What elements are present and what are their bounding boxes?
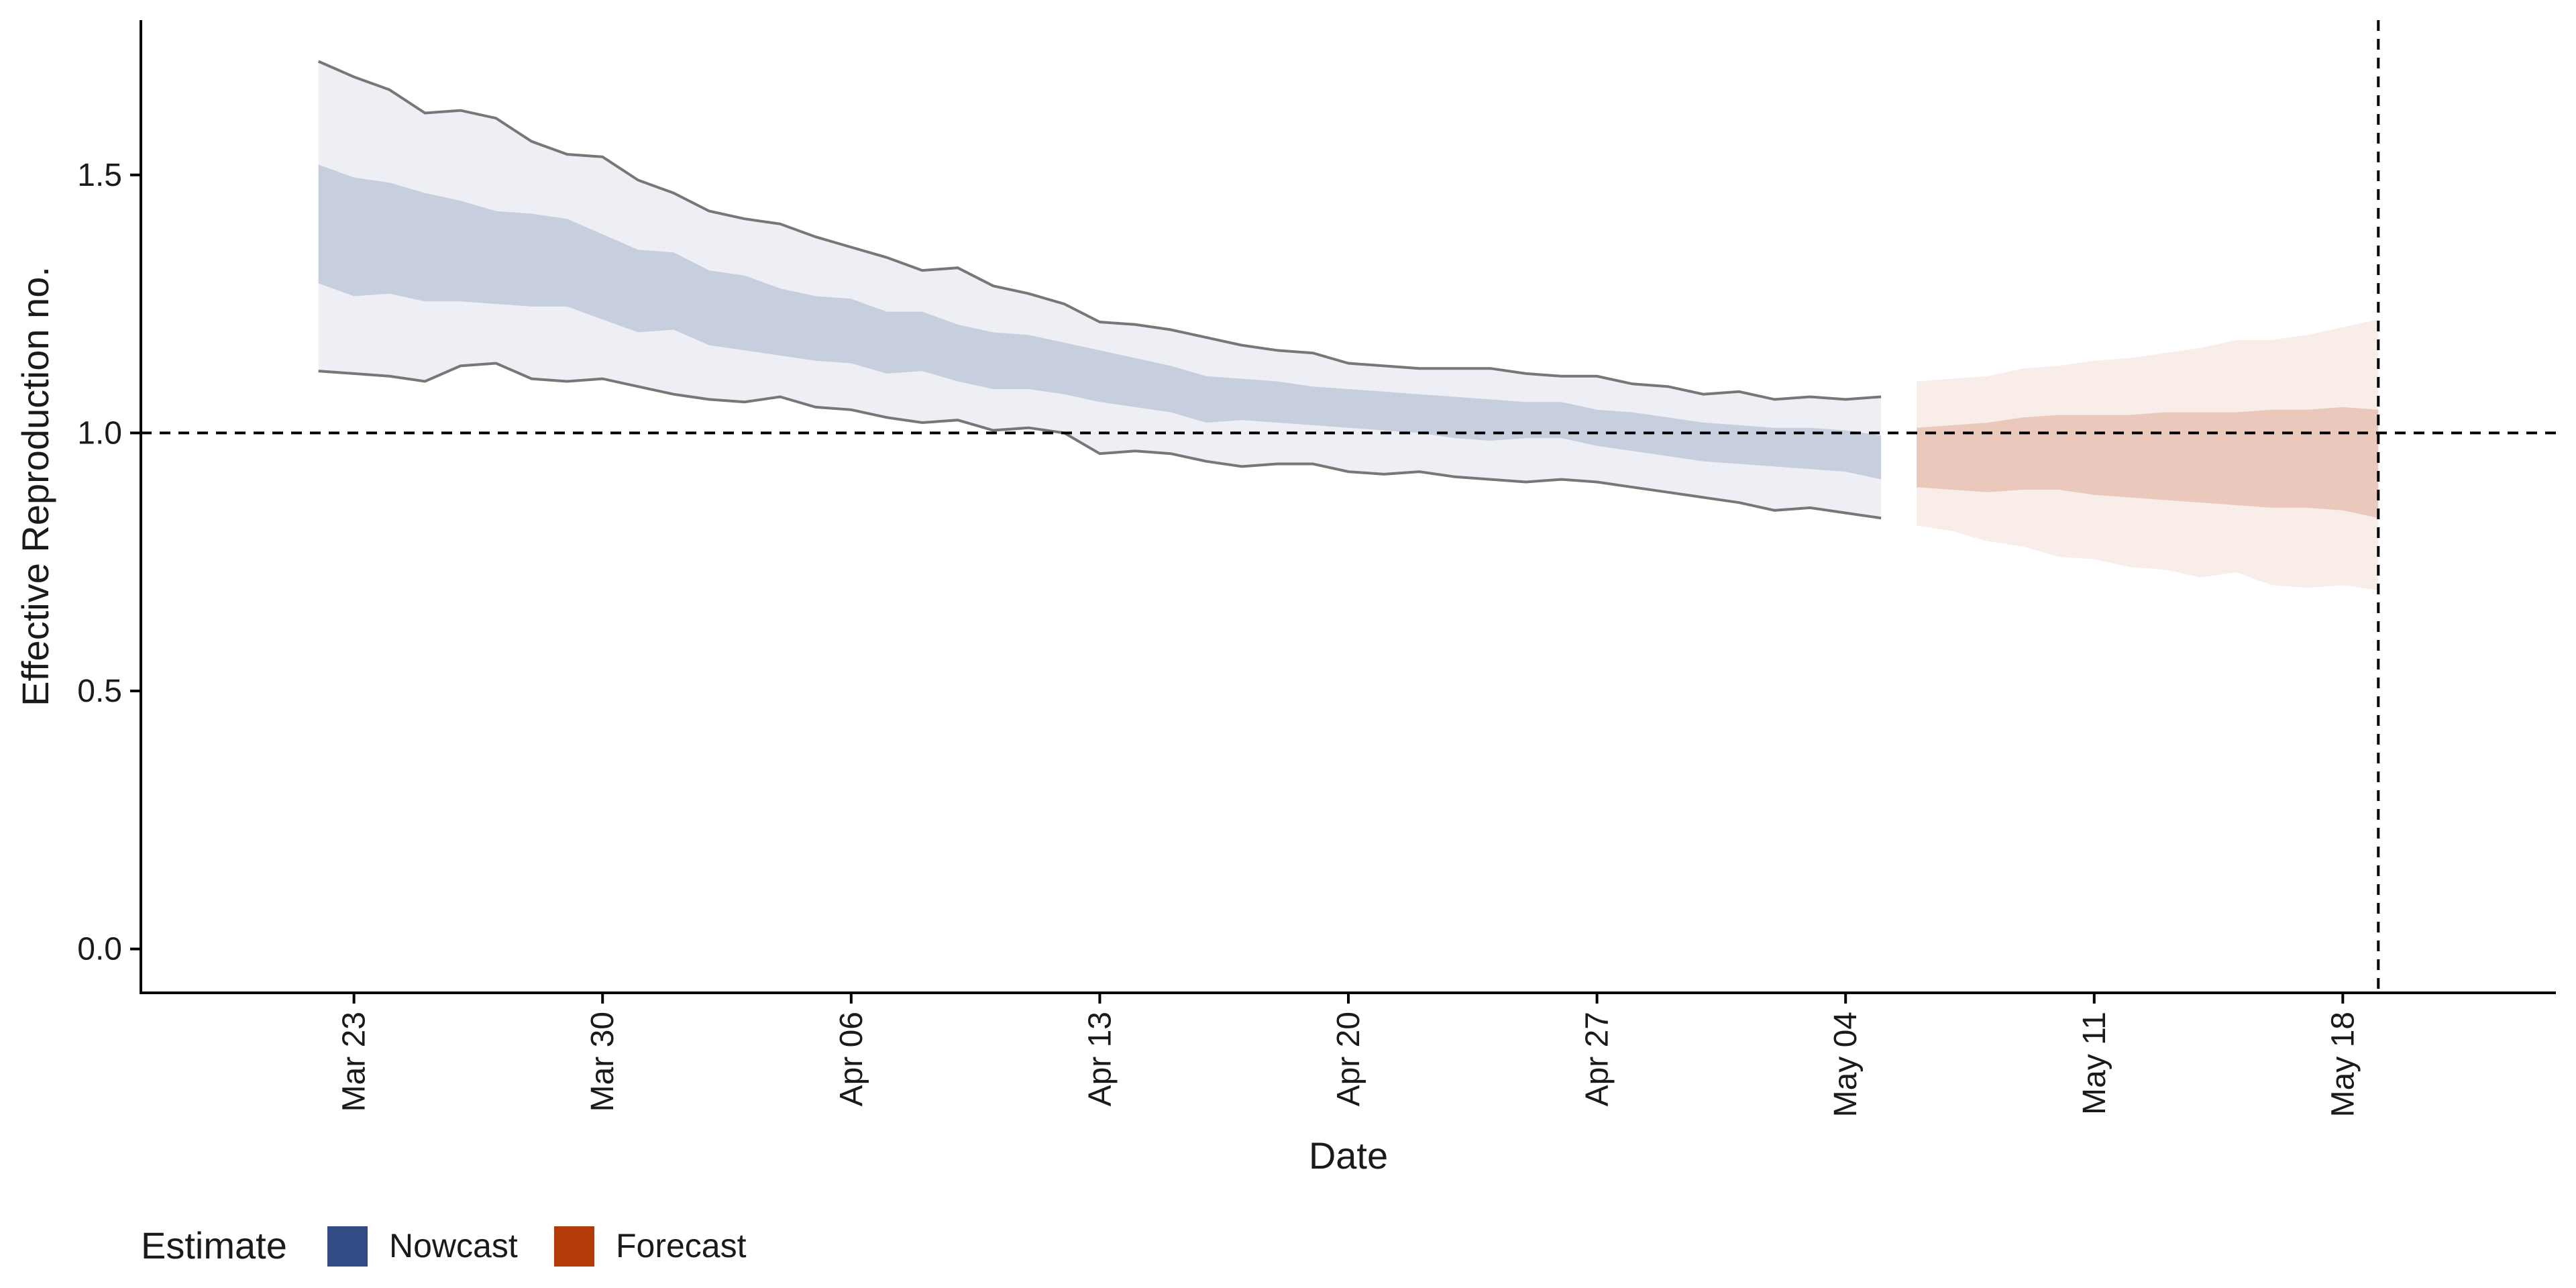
legend-swatch-forecast bbox=[554, 1226, 594, 1267]
x-tick-label: Mar 30 bbox=[585, 1012, 621, 1112]
y-tick-label: 0.0 bbox=[77, 932, 122, 967]
x-tick-label: Mar 23 bbox=[337, 1012, 372, 1112]
y-tick-label: 1.0 bbox=[77, 415, 122, 451]
nowcast-lower-90-line bbox=[318, 362, 1882, 520]
nowcast-upper-90-line bbox=[317, 60, 1882, 401]
x-tick-label: Apr 20 bbox=[1331, 1012, 1366, 1106]
interval-outlines bbox=[317, 60, 1882, 520]
estimate-bands bbox=[318, 61, 2379, 590]
forecast-band-90 bbox=[1917, 319, 2379, 590]
legend: Estimate Nowcast Forecast bbox=[141, 1224, 747, 1267]
x-tick-label: Apr 27 bbox=[1580, 1012, 1615, 1106]
x-tick-label: May 18 bbox=[2325, 1012, 2361, 1117]
y-tick-label: 1.5 bbox=[77, 158, 122, 193]
y-ticks: 0.0 0.5 1.0 1.5 bbox=[77, 158, 141, 967]
legend-title: Estimate bbox=[141, 1224, 287, 1267]
legend-label-forecast: Forecast bbox=[616, 1227, 747, 1265]
x-ticks: Mar 23 Mar 30 Apr 06 Apr 13 Apr 20 Apr 27 May … bbox=[337, 993, 2361, 1117]
nowcast-band-90 bbox=[318, 61, 1882, 519]
legend-label-nowcast: Nowcast bbox=[389, 1227, 518, 1265]
x-tick-label: May 04 bbox=[1828, 1012, 1864, 1117]
nowcast-band-50 bbox=[318, 164, 1882, 480]
y-axis-title: Effective Reproduction no. bbox=[14, 266, 56, 706]
x-tick-label: May 11 bbox=[2077, 1012, 2112, 1115]
legend-swatch-nowcast bbox=[327, 1226, 368, 1267]
x-axis-title: Date bbox=[1309, 1134, 1388, 1177]
x-tick-label: Apr 13 bbox=[1082, 1012, 1118, 1106]
y-tick-label: 0.5 bbox=[77, 674, 122, 709]
x-tick-label: Apr 06 bbox=[834, 1012, 869, 1106]
forecast-band-50 bbox=[1917, 407, 2379, 519]
